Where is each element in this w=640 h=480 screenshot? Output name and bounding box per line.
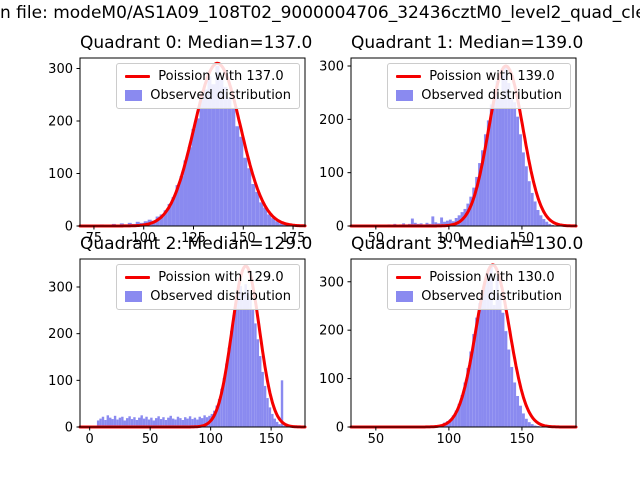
legend-label-observed: Observed distribution — [421, 289, 562, 304]
fit-line-swatch-icon — [125, 276, 151, 279]
svg-text:300: 300 — [319, 275, 344, 290]
svg-text:100: 100 — [48, 374, 73, 389]
svg-text:125: 125 — [181, 231, 206, 246]
subplot-title-quadrant1: Quadrant 1: Median=139.0 — [351, 33, 584, 53]
svg-text:50: 50 — [368, 231, 385, 246]
legend-label-observed: Observed distribution — [150, 88, 291, 103]
svg-text:200: 200 — [319, 324, 344, 339]
legend-label-observed: Observed distribution — [150, 289, 291, 304]
svg-text:100: 100 — [436, 432, 461, 447]
svg-text:200: 200 — [48, 115, 73, 130]
svg-text:100: 100 — [131, 231, 156, 246]
histogram-patch-swatch-icon — [125, 291, 143, 302]
fit-line-swatch-icon — [396, 75, 422, 78]
legend-label-fit: Poission with 129.0 — [158, 270, 284, 285]
legend-row-fit: Poission with 139.0 — [396, 69, 562, 84]
histogram-patch-swatch-icon — [125, 90, 143, 101]
svg-text:0: 0 — [336, 220, 344, 235]
svg-text:50: 50 — [142, 432, 159, 447]
svg-text:0: 0 — [65, 220, 73, 235]
svg-text:0: 0 — [86, 432, 94, 447]
legend-label-fit: Poission with 137.0 — [158, 69, 284, 84]
svg-text:300: 300 — [48, 281, 73, 296]
legend-label-fit: Poission with 130.0 — [429, 270, 555, 285]
svg-text:100: 100 — [198, 432, 223, 447]
svg-text:200: 200 — [48, 327, 73, 342]
legend-row-observed: Observed distribution — [125, 289, 291, 304]
svg-text:50: 50 — [368, 432, 385, 447]
legend-label-fit: Poission with 139.0 — [429, 69, 555, 84]
svg-text:150: 150 — [510, 231, 535, 246]
svg-text:150: 150 — [510, 432, 535, 447]
svg-text:200: 200 — [319, 113, 344, 128]
legend-quadrant2: Poission with 129.0 Observed distributio… — [116, 264, 300, 310]
legend-quadrant1: Poission with 139.0 Observed distributio… — [387, 63, 571, 109]
legend-row-fit: Poission with 130.0 — [396, 270, 562, 285]
legend-row-observed: Observed distribution — [396, 88, 562, 103]
svg-text:0: 0 — [336, 421, 344, 436]
svg-text:150: 150 — [259, 432, 284, 447]
svg-text:75: 75 — [86, 231, 103, 246]
legend-quadrant0: Poission with 137.0 Observed distributio… — [116, 63, 300, 109]
subplot-title-quadrant2: Quadrant 2: Median=129.0 — [80, 234, 313, 254]
fit-line-swatch-icon — [396, 276, 422, 279]
legend-label-observed: Observed distribution — [421, 88, 562, 103]
subplot-title-quadrant3: Quadrant 3: Median=130.0 — [351, 234, 584, 254]
fit-line-swatch-icon — [125, 75, 151, 78]
figure-title: n file: modeM0/AS1A09_108T02_9000004706_… — [0, 3, 640, 23]
svg-text:175: 175 — [281, 231, 306, 246]
legend-quadrant3: Poission with 130.0 Observed distributio… — [387, 264, 571, 310]
subplot-title-quadrant0: Quadrant 0: Median=137.0 — [80, 33, 313, 53]
legend-row-fit: Poission with 129.0 — [125, 270, 291, 285]
svg-text:300: 300 — [319, 60, 344, 75]
legend-row-observed: Observed distribution — [396, 289, 562, 304]
svg-text:150: 150 — [231, 231, 256, 246]
svg-text:0: 0 — [65, 421, 73, 436]
svg-text:100: 100 — [48, 167, 73, 182]
svg-text:100: 100 — [319, 166, 344, 181]
histogram-patch-swatch-icon — [396, 291, 414, 302]
histogram-patch-swatch-icon — [396, 90, 414, 101]
svg-text:100: 100 — [436, 231, 461, 246]
legend-row-fit: Poission with 137.0 — [125, 69, 291, 84]
legend-row-observed: Observed distribution — [125, 88, 291, 103]
svg-text:100: 100 — [319, 372, 344, 387]
svg-text:300: 300 — [48, 62, 73, 77]
